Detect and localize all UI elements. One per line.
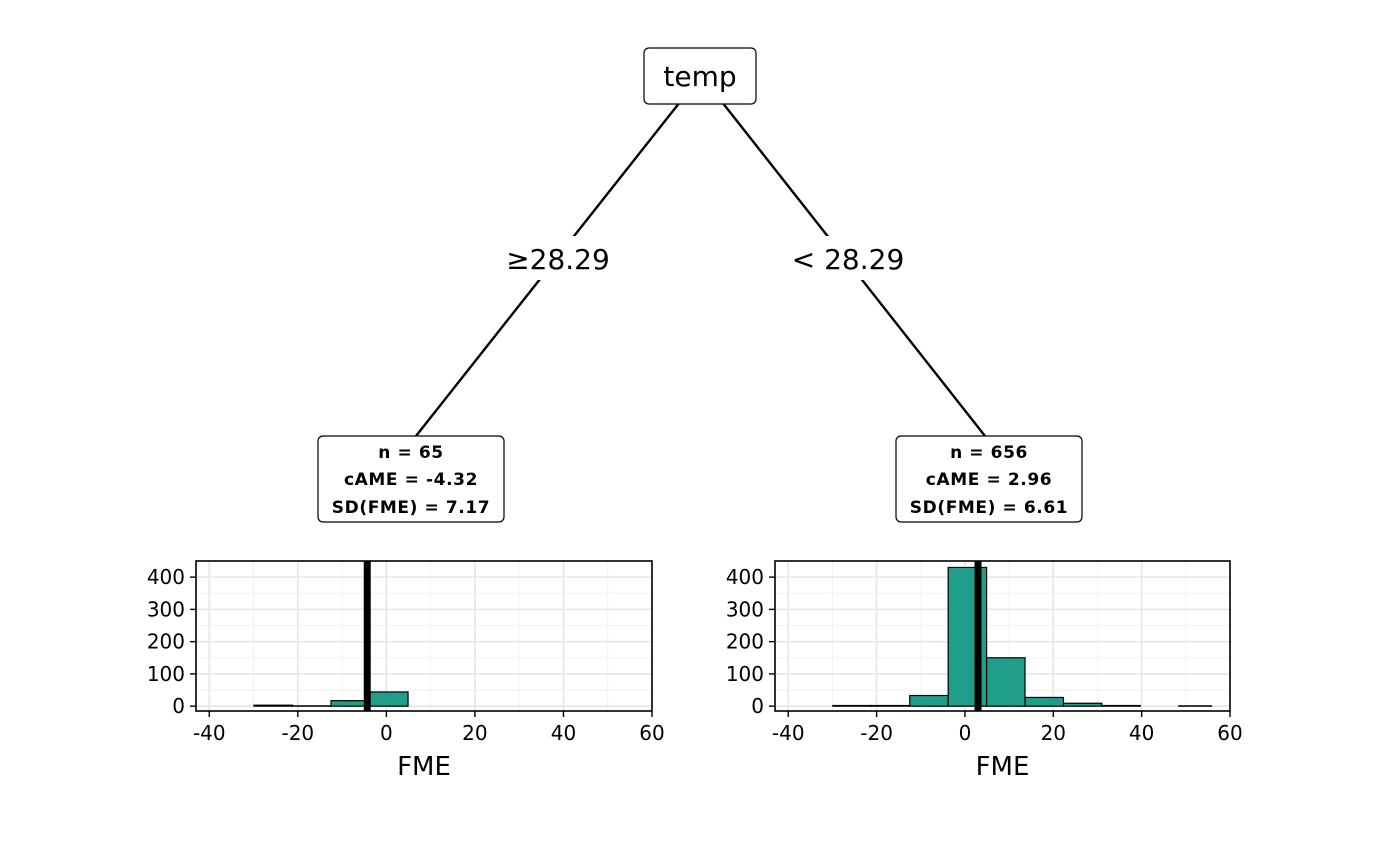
right-edge-label: < 28.29 bbox=[792, 243, 905, 276]
right-bar bbox=[832, 704, 872, 707]
left-x-tick-label: 0 bbox=[380, 721, 393, 745]
right-y-tick-label: 0 bbox=[751, 694, 764, 718]
left-edge-label: ≥28.29 bbox=[506, 243, 610, 276]
left-histogram: -40 -20 0 20 40 60 0 100 200 300 400 FME bbox=[147, 560, 665, 782]
right-y-tick-label: 400 bbox=[726, 565, 764, 589]
left-x-tick-label: 40 bbox=[551, 721, 576, 745]
right-edge-label-bg bbox=[785, 236, 910, 280]
right-node-came: cAME = 2.96 bbox=[926, 470, 1052, 490]
left-node-sd: SD(FME) = 7.17 bbox=[332, 498, 490, 518]
right-x-tick-label: -40 bbox=[772, 721, 805, 745]
right-histogram: -40 -20 0 20 40 60 0 100 200 300 400 FME bbox=[726, 560, 1243, 782]
left-node-n: n = 65 bbox=[378, 443, 443, 463]
root-node-label: temp bbox=[663, 60, 736, 93]
left-y-tick-label: 300 bbox=[147, 597, 185, 621]
left-x-tick-label: -20 bbox=[281, 721, 314, 745]
right-panel-border bbox=[774, 560, 1231, 712]
right-x-tick-label: 60 bbox=[1217, 721, 1242, 745]
right-bar bbox=[870, 704, 911, 707]
right-node-sd: SD(FME) = 6.61 bbox=[910, 498, 1068, 518]
right-bar bbox=[985, 657, 1026, 707]
left-y-tick-label: 0 bbox=[172, 694, 185, 718]
right-x-tick-label: -20 bbox=[860, 721, 893, 745]
left-x-tick-label: 20 bbox=[462, 721, 487, 745]
left-node-box bbox=[317, 435, 505, 523]
left-node-came: cAME = -4.32 bbox=[344, 470, 478, 490]
right-y-tick-label: 200 bbox=[726, 630, 764, 654]
left-x-axis-title: FME bbox=[397, 752, 451, 782]
left-x-tick-label: 60 bbox=[639, 721, 664, 745]
left-bar bbox=[253, 704, 294, 707]
right-node-box bbox=[895, 435, 1083, 523]
left-edge-label-bg bbox=[500, 236, 618, 280]
root-node-box bbox=[643, 47, 757, 105]
right-bar bbox=[909, 694, 949, 707]
left-bar bbox=[368, 691, 409, 707]
right-node-n: n = 656 bbox=[950, 443, 1028, 463]
right-y-tick-label: 300 bbox=[726, 597, 764, 621]
right-x-axis-title: FME bbox=[976, 752, 1030, 782]
right-bar bbox=[1062, 702, 1103, 707]
right-y-tick-label: 100 bbox=[726, 662, 764, 686]
right-x-tick-label: 0 bbox=[959, 721, 972, 745]
right-bar bbox=[1101, 704, 1141, 707]
left-y-tick-label: 400 bbox=[147, 565, 185, 589]
left-y-tick-label: 100 bbox=[147, 662, 185, 686]
left-x-tick-label: -40 bbox=[193, 721, 226, 745]
left-panel-border bbox=[195, 560, 653, 712]
left-y-tick-label: 200 bbox=[147, 630, 185, 654]
right-x-tick-label: 20 bbox=[1041, 721, 1066, 745]
right-bar bbox=[1024, 696, 1065, 707]
right-x-tick-label: 40 bbox=[1129, 721, 1154, 745]
